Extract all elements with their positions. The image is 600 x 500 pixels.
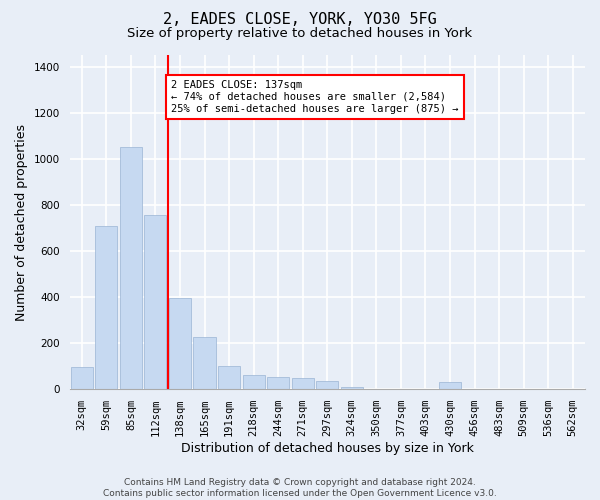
Bar (267, 376, 289, 389)
Y-axis label: Number of detached properties: Number of detached properties (15, 124, 28, 320)
Text: Contains HM Land Registry data © Crown copyright and database right 2024.
Contai: Contains HM Land Registry data © Crown c… (103, 478, 497, 498)
Text: 2, EADES CLOSE, YORK, YO30 5FG: 2, EADES CLOSE, YORK, YO30 5FG (163, 12, 437, 28)
Bar (242, 376, 265, 389)
Bar (145, 215, 166, 389)
Text: Size of property relative to detached houses in York: Size of property relative to detached ho… (127, 28, 473, 40)
Bar (120, 147, 142, 389)
Bar (169, 298, 191, 389)
Bar (439, 382, 461, 389)
Bar (193, 338, 215, 389)
Bar (292, 378, 314, 389)
Bar (316, 381, 338, 389)
Bar (95, 226, 118, 389)
X-axis label: Distribution of detached houses by size in York: Distribution of detached houses by size … (181, 442, 474, 455)
Bar (218, 366, 240, 389)
Text: 2 EADES CLOSE: 137sqm
← 74% of detached houses are smaller (2,584)
25% of semi-d: 2 EADES CLOSE: 137sqm ← 74% of detached … (172, 80, 459, 114)
Bar (71, 368, 93, 389)
Bar (341, 387, 363, 389)
